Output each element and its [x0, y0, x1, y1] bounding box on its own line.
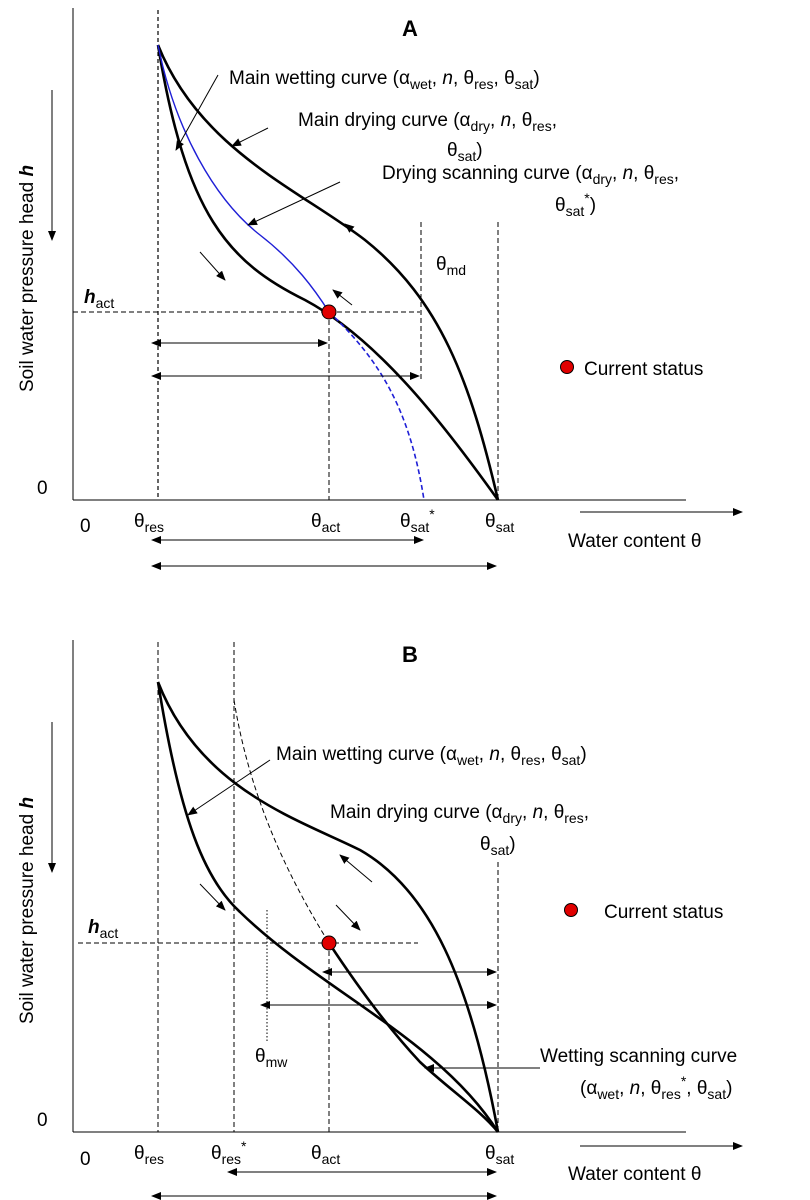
panel-a-theta-md-label: θmd: [436, 254, 466, 278]
panel-a-wetting-pointer: [175, 74, 219, 151]
panel-a-theta-sat-label: θsat: [485, 511, 514, 535]
panel-b-wetting-scanning-label: Wetting scanning curve (αwet, n, θres*, θ…: [540, 1046, 737, 1102]
panel-b-main-drying-label: Main drying curve (αdry, n, θres, θsat): [330, 802, 589, 858]
panel-b-drying-direction-arrow: [339, 854, 373, 883]
panel-a-y-axis-label: Soil water pressure head h: [17, 165, 38, 392]
panel-b-legend-marker: [564, 903, 578, 917]
panel-b-h-act-label: hact: [88, 917, 118, 941]
panel-a-main-wetting-label: Main wetting curve (αwet, n, θres, θsat): [229, 68, 540, 92]
panel-a: A Soil water pressure head h Water conte…: [17, 8, 743, 570]
panel-a-h-act-label: hact: [84, 287, 114, 311]
panel-a-title: A: [402, 16, 418, 41]
panel-a-wetting-direction-arrow: [199, 251, 226, 281]
panel-a-drying-direction-arrow: [344, 223, 380, 253]
panel-a-drying-scanning-label: Drying scanning curve (αdry, n, θres, θsa…: [382, 163, 679, 219]
panel-b-main-drying-curve: [156, 681, 500, 1133]
panel-a-legend-marker: [560, 360, 574, 374]
panel-b: B Soil water pressure head h Water conte…: [17, 640, 743, 1200]
panel-b-origin-x: 0: [80, 1149, 91, 1170]
panel-b-theta-res-star-label: θres*: [211, 1138, 247, 1167]
panel-b-origin-y: 0: [37, 1110, 48, 1131]
panel-a-theta-sat-star-label: θsat*: [400, 506, 435, 535]
panel-b-main-wetting-curve: [156, 681, 500, 1133]
panel-b-theta-act-label: θact: [311, 1143, 340, 1167]
panel-b-wetting-scanning-curve: [327, 942, 500, 1133]
panel-b-legend-label: Current status: [604, 902, 723, 923]
panel-b-scanning-direction-arrow: [335, 904, 361, 931]
panel-a-scanning-direction-arrow: [332, 289, 353, 306]
panel-b-x-axis-label: Water content θ: [568, 1164, 701, 1185]
panel-b-theta-res-label: θres: [134, 1143, 164, 1167]
panel-a-current-status-point: [321, 304, 337, 320]
panel-b-title: B: [402, 642, 418, 667]
panel-b-current-status-point: [321, 935, 337, 951]
panel-a-legend-label: Current status: [584, 359, 703, 380]
panel-a-scanning-pointer: [247, 181, 341, 226]
panel-a-scanning-extension: [328, 311, 425, 501]
panel-b-main-wetting-label: Main wetting curve (αwet, n, θres, θsat): [276, 744, 587, 768]
panel-b-wetting-direction-arrow: [199, 883, 226, 911]
panel-b-scanning-extension: [233, 699, 330, 944]
panel-a-origin-y: 0: [37, 478, 48, 499]
panel-a-main-wetting-curve: [156, 44, 500, 501]
panel-a-origin-x: 0: [80, 516, 91, 537]
panel-b-y-axis-label: Soil water pressure head h: [17, 797, 38, 1024]
panel-a-drying-scanning-curve: [157, 44, 330, 313]
panel-a-theta-act-label: θact: [311, 511, 340, 535]
panel-b-theta-mw-label: θmw: [255, 1046, 288, 1070]
panel-b-wetting-pointer: [187, 759, 271, 816]
panel-a-main-drying-label: Main drying curve (αdry, n, θres, θsat): [298, 110, 557, 164]
panel-a-x-axis-label: Water content θ: [568, 531, 701, 552]
panel-a-theta-res-label: θres: [134, 511, 164, 535]
panel-a-drying-pointer: [231, 127, 269, 147]
panel-b-theta-sat-label: θsat: [485, 1143, 514, 1167]
